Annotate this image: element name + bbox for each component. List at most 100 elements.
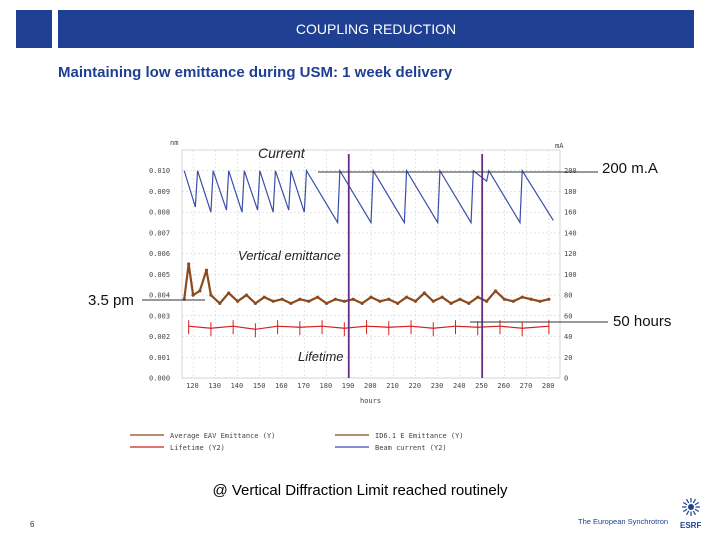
lifetime-callout-label: Lifetime	[298, 349, 344, 364]
current-value-label: 200 m.A	[602, 160, 658, 177]
data-point	[191, 293, 195, 297]
x-tick-label: 130	[208, 382, 221, 390]
data-point	[538, 299, 542, 303]
data-point	[324, 301, 329, 305]
right-axis-unit: mA	[555, 142, 564, 150]
burst-ray	[685, 510, 690, 516]
x-tick-label: 260	[497, 382, 510, 390]
right-tick-label: 80	[564, 292, 572, 300]
data-point	[280, 297, 284, 301]
data-point	[369, 295, 373, 299]
data-point	[204, 268, 209, 272]
left-tick-label: 0.007	[149, 229, 170, 237]
x-tick-label: 150	[253, 382, 266, 390]
emittance-value-label: 3.5 pm	[88, 292, 134, 309]
data-point	[351, 297, 355, 301]
left-tick-label: 0.001	[149, 354, 170, 362]
slide-title: COUPLING REDUCTION	[295, 21, 457, 37]
data-point	[360, 301, 364, 305]
left-tick-label: 0.002	[149, 333, 170, 341]
x-tick-label: 230	[431, 382, 444, 390]
burst-ray	[692, 498, 697, 504]
left-tick-label: 0.003	[149, 312, 170, 320]
x-tick-label: 280	[542, 382, 555, 390]
data-point	[404, 295, 409, 299]
x-tick-label: 190	[342, 382, 355, 390]
data-point	[467, 301, 471, 305]
x-tick-label: 240	[453, 382, 466, 390]
legend-entry: Average EAV Emittance (Y)	[170, 432, 275, 440]
series-line	[183, 168, 554, 225]
header-accent-block	[16, 10, 52, 48]
burst-ray	[685, 498, 690, 504]
x-tick-label: 160	[275, 382, 288, 390]
burst-ray	[682, 508, 688, 513]
burst-ray	[694, 508, 700, 513]
x-tick-label: 270	[520, 382, 533, 390]
data-point	[511, 299, 515, 303]
lifetime-value-label: 50 hours	[613, 313, 671, 330]
x-tick-label: 220	[408, 382, 421, 390]
x-tick-label: 140	[231, 382, 244, 390]
data-point	[187, 262, 191, 266]
x-tick-label: 170	[297, 382, 310, 390]
right-tick-label: 120	[564, 250, 577, 258]
data-point	[244, 293, 249, 297]
org-short-name: ESRF	[680, 521, 701, 530]
data-point	[378, 299, 382, 303]
burst-ray	[692, 510, 697, 516]
data-point	[289, 301, 293, 305]
right-tick-label: 180	[564, 188, 577, 196]
data-point	[227, 291, 231, 295]
burst-ray	[694, 501, 700, 506]
data-point	[422, 291, 426, 295]
right-tick-label: 140	[564, 229, 577, 237]
legend-entry: ID6.1 E Emittance (Y)	[375, 432, 464, 440]
data-point	[307, 299, 311, 303]
current-callout-label: Current	[258, 145, 306, 161]
left-tick-label: 0.004	[149, 292, 170, 300]
chart-grid	[182, 150, 560, 379]
left-tick-label: 0.006	[149, 250, 170, 258]
data-point	[387, 297, 391, 301]
data-point	[547, 297, 551, 301]
right-tick-label: 60	[564, 312, 572, 320]
x-tick-label: 180	[320, 382, 333, 390]
burst-ray	[682, 501, 688, 506]
data-point	[262, 295, 266, 299]
right-tick-label: 20	[564, 354, 572, 362]
right-tick-label: 40	[564, 333, 572, 341]
data-point	[458, 297, 462, 301]
data-point	[493, 289, 498, 293]
data-point	[209, 293, 213, 297]
x-tick-label: 120	[186, 382, 199, 390]
data-point	[476, 295, 480, 299]
data-point	[431, 299, 435, 303]
data-point	[449, 301, 453, 305]
x-tick-label: 210	[386, 382, 399, 390]
data-point	[440, 295, 444, 299]
left-tick-label: 0.005	[149, 271, 170, 279]
data-point	[218, 301, 222, 305]
data-point	[333, 297, 338, 301]
chart-legend: Average EAV Emittance (Y) Lifetime (Y2) ID…	[130, 432, 464, 452]
left-tick-label: 0.009	[149, 188, 170, 196]
data-point	[253, 301, 257, 305]
slide-subtitle: Maintaining low emittance during USM: 1 …	[58, 64, 453, 81]
data-point	[502, 297, 507, 301]
data-point	[485, 299, 489, 303]
bottom-note: @ Vertical Diffraction Limit reached rou…	[212, 482, 508, 499]
emittance-callout-label: Vertical emittance	[238, 248, 341, 263]
right-tick-label: 0	[564, 375, 568, 383]
header-bar: COUPLING REDUCTION	[58, 10, 694, 48]
data-point	[413, 299, 418, 303]
left-tick-label: 0.010	[149, 167, 170, 175]
right-tick-label: 200	[564, 167, 577, 175]
right-tick-label: 100	[564, 271, 577, 279]
legend-entry: Beam current (Y2)	[375, 444, 447, 452]
esrf-starburst-icon	[682, 498, 700, 516]
data-point	[529, 297, 533, 301]
series-line	[183, 263, 550, 305]
data-point	[271, 299, 275, 303]
